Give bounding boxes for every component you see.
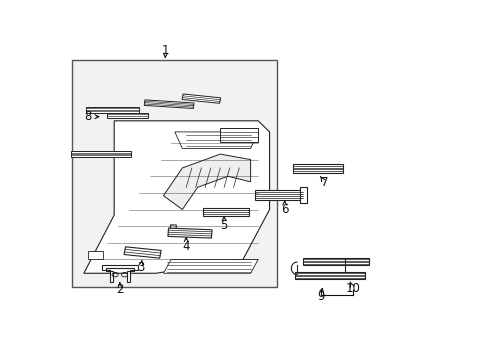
Text: 7: 7 bbox=[320, 176, 327, 189]
Polygon shape bbox=[175, 132, 258, 149]
Polygon shape bbox=[163, 154, 250, 210]
Polygon shape bbox=[182, 94, 220, 103]
Polygon shape bbox=[70, 151, 131, 157]
Text: 2: 2 bbox=[116, 283, 123, 296]
Polygon shape bbox=[293, 164, 342, 174]
Polygon shape bbox=[302, 257, 368, 265]
Polygon shape bbox=[255, 190, 302, 200]
Polygon shape bbox=[87, 251, 102, 260]
Text: 8: 8 bbox=[84, 110, 92, 123]
Polygon shape bbox=[294, 271, 365, 279]
Text: 3: 3 bbox=[137, 261, 144, 274]
Polygon shape bbox=[124, 247, 161, 258]
Polygon shape bbox=[299, 188, 306, 203]
Polygon shape bbox=[203, 208, 248, 216]
Polygon shape bbox=[102, 265, 138, 282]
Text: 4: 4 bbox=[182, 240, 189, 253]
Bar bbox=[72, 60, 277, 287]
Text: 1: 1 bbox=[161, 44, 169, 57]
Text: 6: 6 bbox=[281, 203, 288, 216]
Polygon shape bbox=[167, 228, 212, 238]
Text: 10: 10 bbox=[345, 282, 360, 295]
Text: 5: 5 bbox=[220, 219, 227, 232]
Polygon shape bbox=[85, 107, 139, 113]
Polygon shape bbox=[106, 113, 148, 118]
Polygon shape bbox=[163, 260, 258, 273]
Polygon shape bbox=[84, 121, 269, 273]
Text: 9: 9 bbox=[316, 289, 324, 302]
Polygon shape bbox=[170, 225, 176, 228]
Polygon shape bbox=[220, 128, 258, 141]
Polygon shape bbox=[144, 100, 194, 108]
